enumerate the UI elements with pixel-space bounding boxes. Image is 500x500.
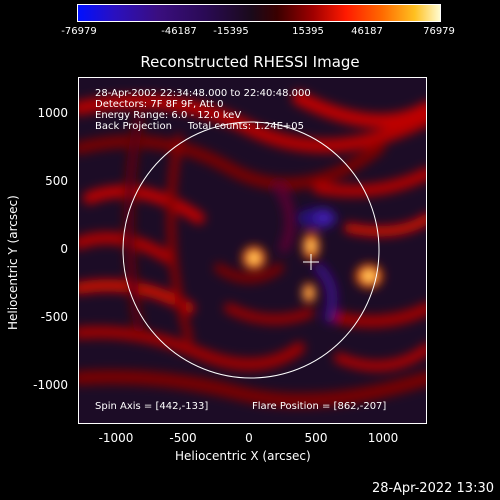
colorbar-tick: -46187 [161,26,197,37]
y-tick: -500 [40,310,68,324]
x-tick: 0 [245,431,253,445]
image-plot-area[interactable] [78,77,427,424]
colorbar-tick: -15395 [213,26,249,37]
flare-position-label: Flare Position = [862,-207] [252,401,387,412]
y-tick: -1000 [33,378,68,392]
colorbar-tick: 76979 [423,26,455,37]
colorbar-tick: 46187 [351,26,383,37]
colorbar [77,4,441,22]
info-line-1: 28-Apr-2002 22:34:48.000 to 22:40:48.000 [95,88,311,99]
rhessi-image [79,78,426,423]
info-line-4: Back Projection Total counts: 1.24E+05 [95,121,304,132]
y-axis-label: Heliocentric Y (arcsec) [6,195,20,330]
x-tick: -1000 [98,431,134,445]
y-tick: 1000 [37,106,68,120]
x-axis-label: Heliocentric X (arcsec) [175,449,311,463]
info-line-2: Detectors: 7F 8F 9F, Att 0 [95,99,224,110]
colorbar-tick: 15395 [292,26,324,37]
timestamp-footer: 28-Apr-2022 13:30 [372,481,494,496]
x-tick: -500 [169,431,197,445]
colorbar-tick: -76979 [61,26,97,37]
y-tick: 500 [45,174,68,188]
info-line-3: Energy Range: 6.0 - 12.0 keV [95,110,242,121]
y-tick: 0 [60,242,68,256]
x-tick: 500 [304,431,328,445]
x-tick: 1000 [367,431,399,445]
plot-title: Reconstructed RHESSI Image [140,53,360,71]
spin-axis-label: Spin Axis = [442,-133] [95,401,209,412]
